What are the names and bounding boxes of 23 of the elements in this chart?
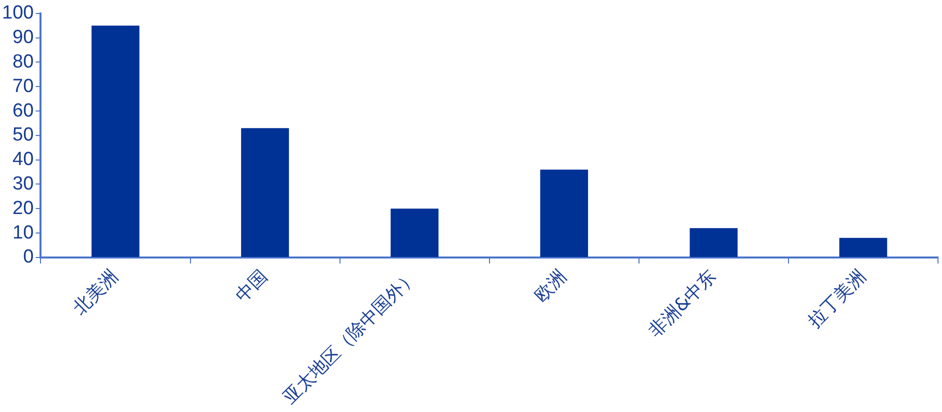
bar bbox=[540, 170, 588, 257]
y-tick-label: 30 bbox=[12, 173, 34, 194]
y-tick-label: 90 bbox=[12, 27, 34, 48]
y-tick-label: 40 bbox=[12, 149, 34, 170]
y-tick-label: 100 bbox=[2, 2, 34, 24]
x-tick-label: 非洲&中东 bbox=[644, 266, 721, 342]
x-tick-label: 北美洲 bbox=[69, 266, 122, 320]
x-tick-label: 中国 bbox=[232, 266, 272, 306]
bar bbox=[241, 128, 289, 257]
y-tick-label: 10 bbox=[12, 222, 34, 244]
y-tick-label: 60 bbox=[12, 100, 34, 122]
bar bbox=[92, 26, 140, 257]
y-tick-label: 20 bbox=[12, 198, 34, 219]
bar bbox=[839, 238, 888, 257]
x-tick-label: 欧洲 bbox=[530, 266, 571, 306]
y-tick-label: 70 bbox=[12, 76, 34, 97]
y-tick-label: 80 bbox=[12, 51, 34, 72]
x-tick-label: 亚太地区（除中国外） bbox=[279, 266, 422, 408]
bar bbox=[690, 228, 738, 257]
y-tick-label: 0 bbox=[23, 246, 34, 268]
y-tick-label: 50 bbox=[12, 124, 34, 146]
x-tick-label: 拉丁美洲 bbox=[804, 266, 870, 332]
bar bbox=[390, 208, 439, 257]
